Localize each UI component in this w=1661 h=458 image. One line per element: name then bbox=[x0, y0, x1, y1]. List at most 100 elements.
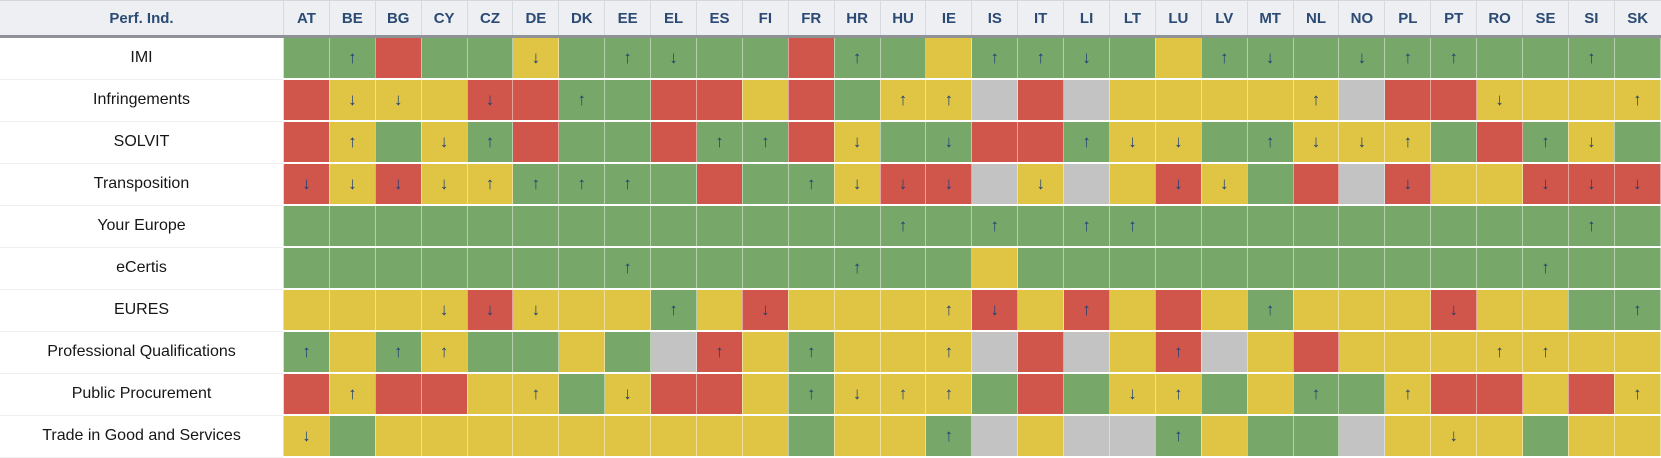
cell-eures-se[interactable] bbox=[1522, 289, 1569, 332]
cell-transposition-dk[interactable]: ↑ bbox=[558, 163, 606, 206]
cell-ecertis-ie[interactable] bbox=[925, 247, 973, 290]
cell-public-procurement-no[interactable] bbox=[1338, 373, 1386, 416]
cell-public-procurement-fr[interactable]: ↑ bbox=[788, 373, 835, 416]
cell-infringements-lu[interactable] bbox=[1155, 79, 1202, 122]
cell-ecertis-sk[interactable] bbox=[1614, 247, 1661, 290]
cell-your-europe-ro[interactable] bbox=[1476, 205, 1524, 248]
cell-eures-li[interactable]: ↑ bbox=[1063, 289, 1111, 332]
cell-infringements-hu[interactable]: ↑ bbox=[880, 79, 927, 122]
cell-your-europe-pl[interactable] bbox=[1384, 205, 1432, 248]
cell-infringements-be[interactable]: ↓ bbox=[329, 79, 376, 122]
cell-solvit-ee[interactable] bbox=[604, 121, 652, 164]
cell-solvit-lt[interactable]: ↓ bbox=[1109, 121, 1156, 164]
cell-eures-es[interactable] bbox=[696, 289, 743, 332]
cell-professional-qualifications-fi[interactable] bbox=[742, 331, 789, 374]
cell-solvit-is[interactable] bbox=[971, 121, 1019, 164]
cell-transposition-at[interactable]: ↓ bbox=[283, 163, 330, 206]
cell-trade-in-good-and-services-es[interactable] bbox=[696, 415, 743, 458]
cell-solvit-lu[interactable]: ↓ bbox=[1155, 121, 1202, 164]
cell-public-procurement-cy[interactable] bbox=[421, 373, 468, 416]
cell-trade-in-good-and-services-pt[interactable]: ↓ bbox=[1430, 415, 1478, 458]
cell-professional-qualifications-it[interactable] bbox=[1017, 331, 1065, 374]
cell-transposition-lu[interactable]: ↓ bbox=[1155, 163, 1202, 206]
cell-professional-qualifications-dk[interactable] bbox=[558, 331, 606, 374]
cell-professional-qualifications-nl[interactable] bbox=[1293, 331, 1340, 374]
cell-public-procurement-pt[interactable] bbox=[1430, 373, 1478, 416]
cell-transposition-no[interactable] bbox=[1338, 163, 1386, 206]
cell-your-europe-dk[interactable] bbox=[558, 205, 606, 248]
cell-your-europe-hu[interactable]: ↑ bbox=[880, 205, 927, 248]
cell-your-europe-bg[interactable] bbox=[375, 205, 422, 248]
cell-professional-qualifications-cy[interactable]: ↑ bbox=[421, 331, 468, 374]
cell-infringements-cz[interactable]: ↓ bbox=[467, 79, 514, 122]
cell-your-europe-hr[interactable] bbox=[834, 205, 881, 248]
cell-ecertis-fi[interactable] bbox=[742, 247, 789, 290]
cell-imi-fi[interactable] bbox=[742, 36, 789, 80]
cell-solvit-pl[interactable]: ↑ bbox=[1384, 121, 1432, 164]
cell-transposition-mt[interactable] bbox=[1247, 163, 1294, 206]
cell-transposition-sk[interactable]: ↓ bbox=[1614, 163, 1661, 206]
cell-your-europe-li[interactable]: ↑ bbox=[1063, 205, 1111, 248]
cell-ecertis-lt[interactable] bbox=[1109, 247, 1156, 290]
cell-imi-cz[interactable] bbox=[467, 36, 514, 80]
cell-ecertis-pl[interactable] bbox=[1384, 247, 1432, 290]
cell-infringements-lv[interactable] bbox=[1201, 79, 1248, 122]
cell-trade-in-good-and-services-pl[interactable] bbox=[1384, 415, 1432, 458]
cell-trade-in-good-and-services-ro[interactable] bbox=[1476, 415, 1524, 458]
cell-professional-qualifications-lt[interactable] bbox=[1109, 331, 1156, 374]
cell-infringements-nl[interactable]: ↑ bbox=[1293, 79, 1340, 122]
cell-trade-in-good-and-services-hr[interactable] bbox=[834, 415, 881, 458]
cell-your-europe-lu[interactable] bbox=[1155, 205, 1202, 248]
cell-professional-qualifications-hr[interactable] bbox=[834, 331, 881, 374]
cell-trade-in-good-and-services-be[interactable] bbox=[329, 415, 376, 458]
cell-ecertis-si[interactable] bbox=[1568, 247, 1615, 290]
cell-public-procurement-lu[interactable]: ↑ bbox=[1155, 373, 1202, 416]
cell-ecertis-nl[interactable] bbox=[1293, 247, 1340, 290]
cell-imi-si[interactable]: ↑ bbox=[1568, 36, 1615, 80]
cell-eures-lu[interactable] bbox=[1155, 289, 1202, 332]
cell-solvit-fi[interactable]: ↑ bbox=[742, 121, 789, 164]
cell-solvit-lv[interactable] bbox=[1201, 121, 1248, 164]
cell-professional-qualifications-de[interactable] bbox=[512, 331, 560, 374]
cell-your-europe-at[interactable] bbox=[283, 205, 330, 248]
cell-eures-dk[interactable] bbox=[558, 289, 606, 332]
cell-solvit-it[interactable] bbox=[1017, 121, 1065, 164]
cell-imi-ro[interactable] bbox=[1476, 36, 1524, 80]
cell-public-procurement-sk[interactable]: ↑ bbox=[1614, 373, 1661, 416]
cell-eures-cy[interactable]: ↓ bbox=[421, 289, 468, 332]
cell-trade-in-good-and-services-sk[interactable] bbox=[1614, 415, 1661, 458]
cell-infringements-no[interactable] bbox=[1338, 79, 1386, 122]
cell-your-europe-sk[interactable] bbox=[1614, 205, 1661, 248]
cell-solvit-de[interactable] bbox=[512, 121, 560, 164]
cell-infringements-is[interactable] bbox=[971, 79, 1019, 122]
cell-infringements-ro[interactable]: ↓ bbox=[1476, 79, 1524, 122]
cell-transposition-cz[interactable]: ↑ bbox=[467, 163, 514, 206]
cell-eures-mt[interactable]: ↑ bbox=[1247, 289, 1294, 332]
cell-trade-in-good-and-services-ee[interactable] bbox=[604, 415, 652, 458]
cell-public-procurement-mt[interactable] bbox=[1247, 373, 1294, 416]
cell-professional-qualifications-lu[interactable]: ↑ bbox=[1155, 331, 1202, 374]
cell-trade-in-good-and-services-no[interactable] bbox=[1338, 415, 1386, 458]
cell-transposition-lt[interactable] bbox=[1109, 163, 1156, 206]
cell-infringements-mt[interactable] bbox=[1247, 79, 1294, 122]
cell-public-procurement-se[interactable] bbox=[1522, 373, 1569, 416]
cell-solvit-ie[interactable]: ↓ bbox=[925, 121, 973, 164]
cell-your-europe-ee[interactable] bbox=[604, 205, 652, 248]
cell-professional-qualifications-li[interactable] bbox=[1063, 331, 1111, 374]
cell-infringements-sk[interactable]: ↑ bbox=[1614, 79, 1661, 122]
cell-eures-nl[interactable] bbox=[1293, 289, 1340, 332]
cell-ecertis-be[interactable] bbox=[329, 247, 376, 290]
cell-your-europe-el[interactable] bbox=[650, 205, 698, 248]
cell-solvit-bg[interactable] bbox=[375, 121, 422, 164]
cell-your-europe-no[interactable] bbox=[1338, 205, 1386, 248]
cell-solvit-no[interactable]: ↓ bbox=[1338, 121, 1386, 164]
cell-eures-pl[interactable] bbox=[1384, 289, 1432, 332]
cell-ecertis-es[interactable] bbox=[696, 247, 743, 290]
cell-eures-ro[interactable] bbox=[1476, 289, 1524, 332]
cell-infringements-li[interactable] bbox=[1063, 79, 1111, 122]
cell-professional-qualifications-es[interactable]: ↑ bbox=[696, 331, 743, 374]
cell-imi-pl[interactable]: ↑ bbox=[1384, 36, 1432, 80]
cell-eures-lt[interactable] bbox=[1109, 289, 1156, 332]
cell-public-procurement-dk[interactable] bbox=[558, 373, 606, 416]
cell-solvit-cz[interactable]: ↑ bbox=[467, 121, 514, 164]
